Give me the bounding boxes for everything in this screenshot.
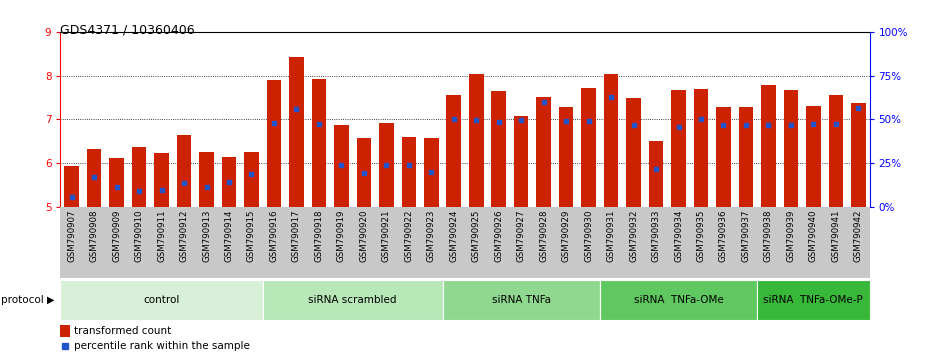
Bar: [671, 90, 685, 207]
Bar: [851, 103, 866, 207]
Bar: [443, 280, 600, 320]
Bar: [221, 157, 236, 207]
Text: GSM790912: GSM790912: [179, 209, 189, 262]
Text: GSM790933: GSM790933: [652, 209, 660, 262]
Text: GDS4371 / 10360406: GDS4371 / 10360406: [60, 23, 195, 36]
Text: GSM790918: GSM790918: [314, 209, 324, 262]
Bar: [132, 147, 146, 207]
Text: GSM790914: GSM790914: [224, 209, 233, 262]
Bar: [626, 98, 641, 207]
Bar: [177, 135, 192, 207]
Bar: [289, 57, 304, 207]
Bar: [154, 153, 169, 207]
Bar: [491, 91, 506, 207]
Text: siRNA TNFa: siRNA TNFa: [492, 295, 551, 305]
Bar: [537, 97, 551, 207]
Bar: [514, 116, 528, 207]
Bar: [86, 149, 101, 207]
Bar: [356, 138, 371, 207]
Text: ▶: ▶: [46, 295, 54, 305]
Bar: [60, 325, 70, 337]
Text: GSM790926: GSM790926: [494, 209, 503, 262]
Bar: [446, 95, 461, 207]
Text: GSM790938: GSM790938: [764, 209, 773, 262]
Bar: [716, 107, 731, 207]
Text: GSM790921: GSM790921: [382, 209, 391, 262]
Text: GSM790941: GSM790941: [831, 209, 841, 262]
Text: siRNA  TNFa-OMe: siRNA TNFa-OMe: [633, 295, 724, 305]
Bar: [581, 88, 596, 207]
Text: transformed count: transformed count: [73, 326, 171, 336]
Text: GSM790925: GSM790925: [472, 209, 481, 262]
Text: GSM790942: GSM790942: [854, 209, 863, 262]
Bar: [379, 122, 393, 207]
Bar: [694, 89, 709, 207]
Text: control: control: [143, 295, 179, 305]
Text: GSM790940: GSM790940: [809, 209, 817, 262]
Text: GSM790924: GSM790924: [449, 209, 458, 262]
Text: GSM790934: GSM790934: [674, 209, 683, 262]
Bar: [199, 152, 214, 207]
Text: GSM790939: GSM790939: [787, 209, 795, 262]
Text: GSM790907: GSM790907: [67, 209, 76, 262]
Bar: [262, 280, 443, 320]
Text: GSM790931: GSM790931: [606, 209, 616, 262]
Text: GSM790911: GSM790911: [157, 209, 166, 262]
Text: GSM790917: GSM790917: [292, 209, 301, 262]
Text: GSM790935: GSM790935: [697, 209, 706, 262]
Bar: [110, 158, 124, 207]
Text: GSM790915: GSM790915: [247, 209, 256, 262]
Bar: [402, 137, 416, 207]
Text: GSM790937: GSM790937: [741, 209, 751, 262]
Text: GSM790910: GSM790910: [135, 209, 143, 262]
Bar: [469, 74, 484, 207]
Bar: [64, 166, 79, 207]
Bar: [600, 280, 757, 320]
Bar: [604, 74, 618, 207]
Text: siRNA scrambled: siRNA scrambled: [309, 295, 397, 305]
Text: GSM790908: GSM790908: [89, 209, 99, 262]
Text: GSM790923: GSM790923: [427, 209, 436, 262]
Text: GSM790932: GSM790932: [629, 209, 638, 262]
Bar: [784, 90, 798, 207]
Bar: [245, 152, 259, 207]
Bar: [267, 80, 281, 207]
Text: GSM790920: GSM790920: [359, 209, 368, 262]
Text: GSM790929: GSM790929: [562, 209, 571, 262]
Text: percentile rank within the sample: percentile rank within the sample: [73, 341, 249, 350]
Text: GSM790928: GSM790928: [539, 209, 548, 262]
Bar: [757, 280, 870, 320]
Text: GSM790916: GSM790916: [270, 209, 278, 262]
Bar: [761, 85, 776, 207]
Bar: [312, 79, 326, 207]
Text: siRNA  TNFa-OMe-P: siRNA TNFa-OMe-P: [764, 295, 863, 305]
Bar: [60, 280, 262, 320]
Text: GSM790919: GSM790919: [337, 209, 346, 262]
Bar: [559, 107, 574, 207]
Text: GSM790930: GSM790930: [584, 209, 593, 262]
Text: GSM790927: GSM790927: [517, 209, 525, 262]
Bar: [649, 141, 663, 207]
Text: protocol: protocol: [1, 295, 44, 305]
Bar: [738, 107, 753, 207]
Text: GSM790913: GSM790913: [202, 209, 211, 262]
Bar: [806, 106, 820, 207]
Bar: [424, 138, 439, 207]
Bar: [829, 95, 844, 207]
Bar: [334, 125, 349, 207]
Text: GSM790909: GSM790909: [113, 209, 121, 262]
Text: GSM790922: GSM790922: [405, 209, 413, 262]
Text: GSM790936: GSM790936: [719, 209, 728, 262]
